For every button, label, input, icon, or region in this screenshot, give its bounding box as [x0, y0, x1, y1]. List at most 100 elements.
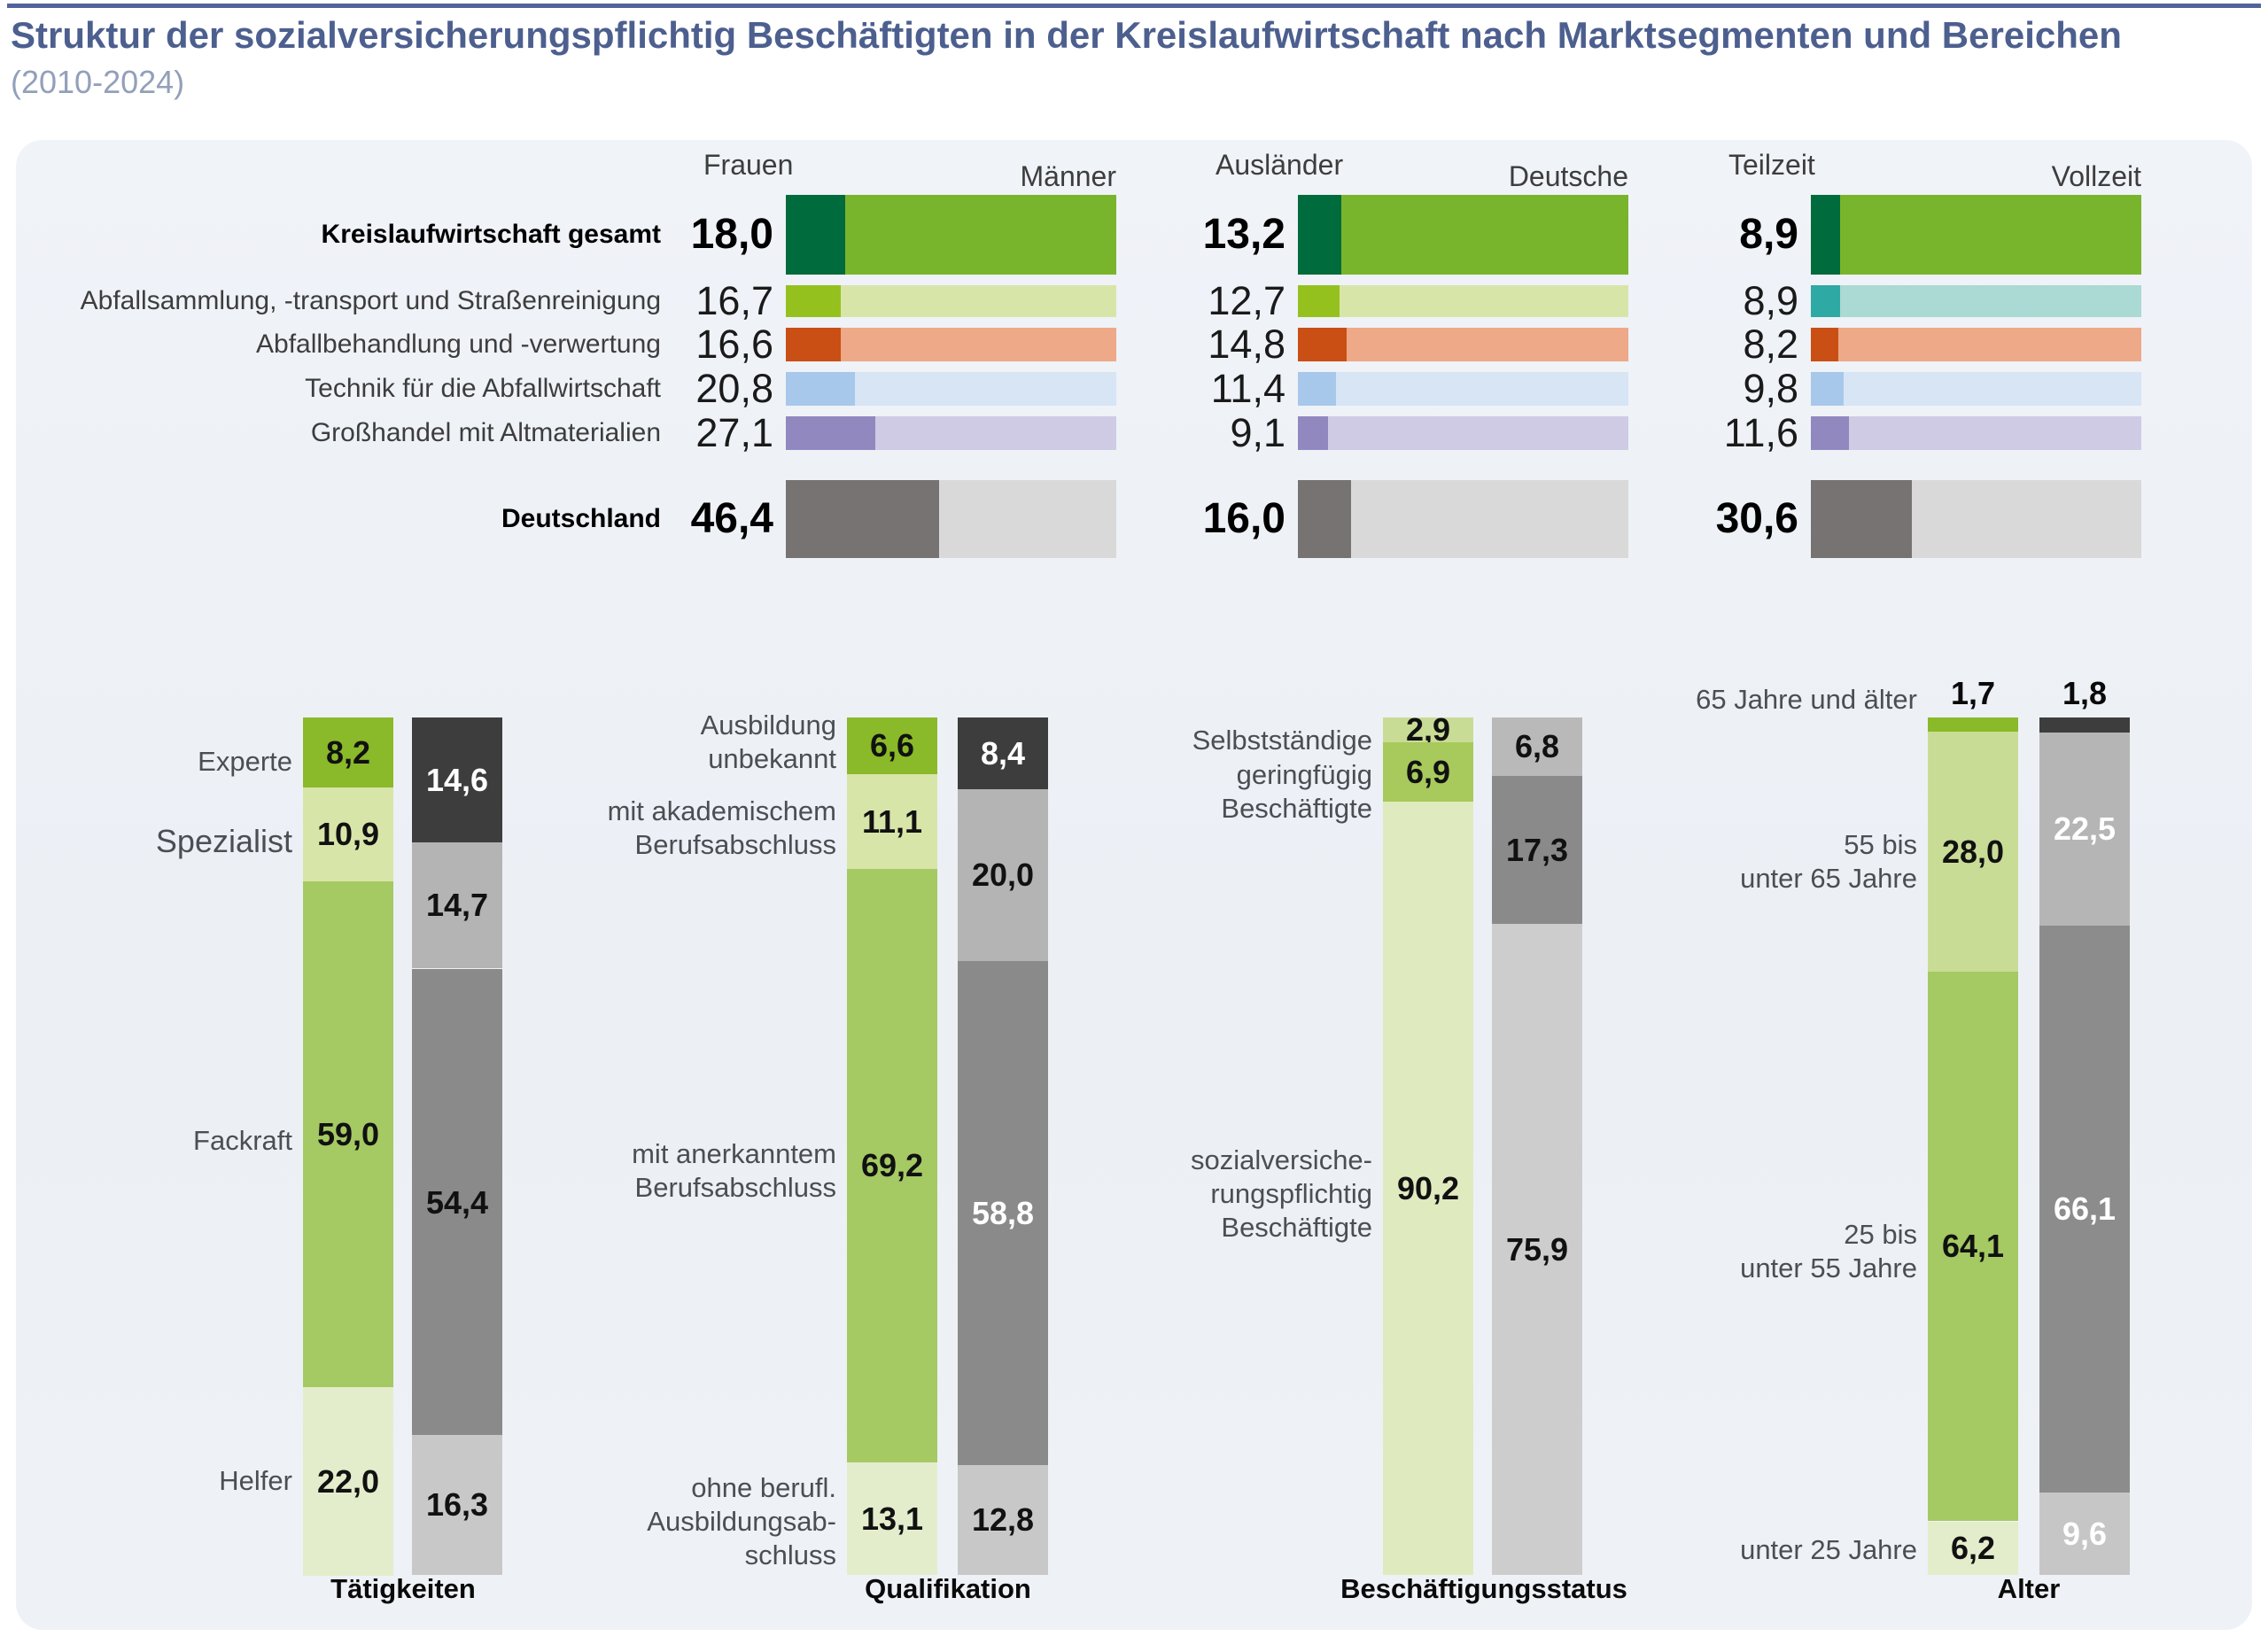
- bar-segment-right: [841, 285, 1116, 317]
- category-label: Fackraft: [0, 1124, 292, 1158]
- column-value: 8,4: [980, 735, 1026, 772]
- bar-value: 16,7: [695, 278, 773, 323]
- column-value: 11,1: [861, 803, 923, 840]
- row-label: Abfallbehandlung und -verwertung: [256, 330, 661, 359]
- bar-segment-right: [1347, 328, 1628, 361]
- bar-segment-right: [1843, 372, 2141, 406]
- bar-segment-left: [786, 195, 846, 275]
- column-segment: [1383, 802, 1473, 1575]
- bar-segment-left: [1298, 372, 1336, 406]
- column-value: 1,7: [1950, 675, 1996, 711]
- bar-segment-right: [1340, 285, 1628, 317]
- column-value: 13,1: [860, 1501, 924, 1537]
- category-label: mit anerkanntem Berufsabschluss: [429, 1137, 836, 1205]
- page-subtitle: (2010-2024): [11, 64, 185, 100]
- bar-value: 16,6: [695, 322, 773, 367]
- axis-title: Tätigkeiten: [330, 1573, 476, 1604]
- bar-segment-left: [1811, 480, 1913, 558]
- stacked-bar: [1298, 416, 1628, 450]
- group-header-left: Teilzeit: [1728, 149, 1815, 181]
- bar-segment-left: [786, 372, 855, 406]
- category-label-line: unter 25 Jahre: [1740, 1534, 1917, 1565]
- category-label-line: Beschäftigte: [1221, 1212, 1372, 1243]
- column-segment: [412, 842, 502, 968]
- category-label: Ausbildung unbekannt: [429, 709, 836, 776]
- column-value: 75,9: [1505, 1231, 1569, 1268]
- category-label: Helfer: [0, 1464, 292, 1498]
- bar-segment-left: [1298, 328, 1348, 361]
- column-value: 2,9: [1405, 711, 1451, 748]
- bar-segment-right: [854, 372, 1116, 406]
- bar-segment-left: [786, 285, 842, 317]
- column-value: 66,1: [2053, 1190, 2117, 1227]
- stacked-bar: [786, 195, 1116, 275]
- bar-value: 9,1: [1230, 410, 1285, 455]
- bar-value: 9,8: [1743, 366, 1798, 411]
- bar-segment-right: [845, 195, 1116, 275]
- bar-segment-left: [1811, 372, 1844, 406]
- column-segment: [412, 717, 502, 842]
- category-label-line: mit akademischem: [607, 795, 836, 826]
- column-segment: [412, 1435, 502, 1575]
- row-label: Deutschland: [501, 504, 661, 533]
- column-segment: [847, 1462, 937, 1575]
- column-value: 28,0: [1941, 834, 2005, 870]
- bar-value: 13,2: [1202, 211, 1285, 258]
- bar-segment-right: [840, 328, 1116, 361]
- stacked-bar: [1298, 195, 1628, 275]
- group-header-left: Frauen: [703, 149, 794, 181]
- bar-value: 20,8: [695, 366, 773, 411]
- category-label-line: Experte: [198, 746, 292, 777]
- bar-value: 27,1: [695, 410, 773, 455]
- bar-segment-right: [1912, 480, 2141, 558]
- bar-segment-left: [786, 328, 841, 361]
- category-label-line: mit anerkanntem: [632, 1138, 836, 1169]
- column-segment: [303, 787, 393, 881]
- bar-value: 11,4: [1210, 366, 1285, 411]
- category-label: 25 bis unter 55 Jahre: [1510, 1218, 1917, 1285]
- category-label-line: unbekannt: [708, 743, 836, 774]
- column-segment: [1383, 717, 1473, 742]
- bar-segment-left: [786, 416, 876, 450]
- bar-segment-left: [1298, 416, 1328, 450]
- row-label: Technik für die Abfallwirtschaft: [305, 374, 661, 403]
- stacked-bar: [1811, 328, 2141, 361]
- category-label-line: Berufsabschluss: [634, 829, 836, 860]
- column-segment: [1492, 717, 1582, 776]
- category-label-line: rungspflichtig: [1210, 1178, 1372, 1209]
- column-value: 22,0: [316, 1463, 380, 1500]
- bar-segment-right: [939, 480, 1116, 558]
- column-segment: [1383, 742, 1473, 802]
- column-segment: [1928, 1522, 2018, 1575]
- category-label-line: sozialversiche-: [1190, 1144, 1372, 1175]
- category-label-line: ohne berufl.: [691, 1472, 836, 1503]
- column-value: 10,9: [316, 816, 380, 852]
- category-label-line: 25 bis: [1844, 1219, 1917, 1250]
- column-segment: [2039, 1493, 2130, 1575]
- category-label-line: geringfügig: [1236, 759, 1372, 790]
- bar-segment-right: [1840, 285, 2141, 317]
- column-segment: [1492, 776, 1582, 924]
- bar-segment-right: [875, 416, 1116, 450]
- column-value: 64,1: [1941, 1228, 2005, 1264]
- stacked-bar: [1298, 285, 1628, 317]
- column-segment: [1928, 717, 2018, 732]
- category-label-line: Beschäftigte: [1221, 793, 1372, 824]
- column-value: 54,4: [425, 1184, 489, 1221]
- stacked-bar: [1298, 480, 1628, 558]
- axis-title: Beschäftigungsstatus: [1340, 1573, 1627, 1604]
- bar-segment-left: [1811, 195, 1841, 275]
- column-segment: [1492, 924, 1582, 1575]
- bar-value: 11,6: [1723, 410, 1798, 455]
- column-value: 8,2: [325, 734, 371, 771]
- column-value: 17,3: [1505, 832, 1569, 868]
- category-label-line: Berufsabschluss: [634, 1172, 836, 1203]
- category-label-line: Selbstständige: [1192, 725, 1372, 756]
- axis-title: Alter: [1997, 1573, 2061, 1604]
- stacked-bar: [786, 416, 1116, 450]
- column-value: 22,5: [2053, 810, 2117, 847]
- stacked-bar: [786, 480, 1116, 558]
- column-segment: [958, 961, 1048, 1465]
- bar-segment-right: [1327, 416, 1628, 450]
- column-segment: [847, 717, 937, 774]
